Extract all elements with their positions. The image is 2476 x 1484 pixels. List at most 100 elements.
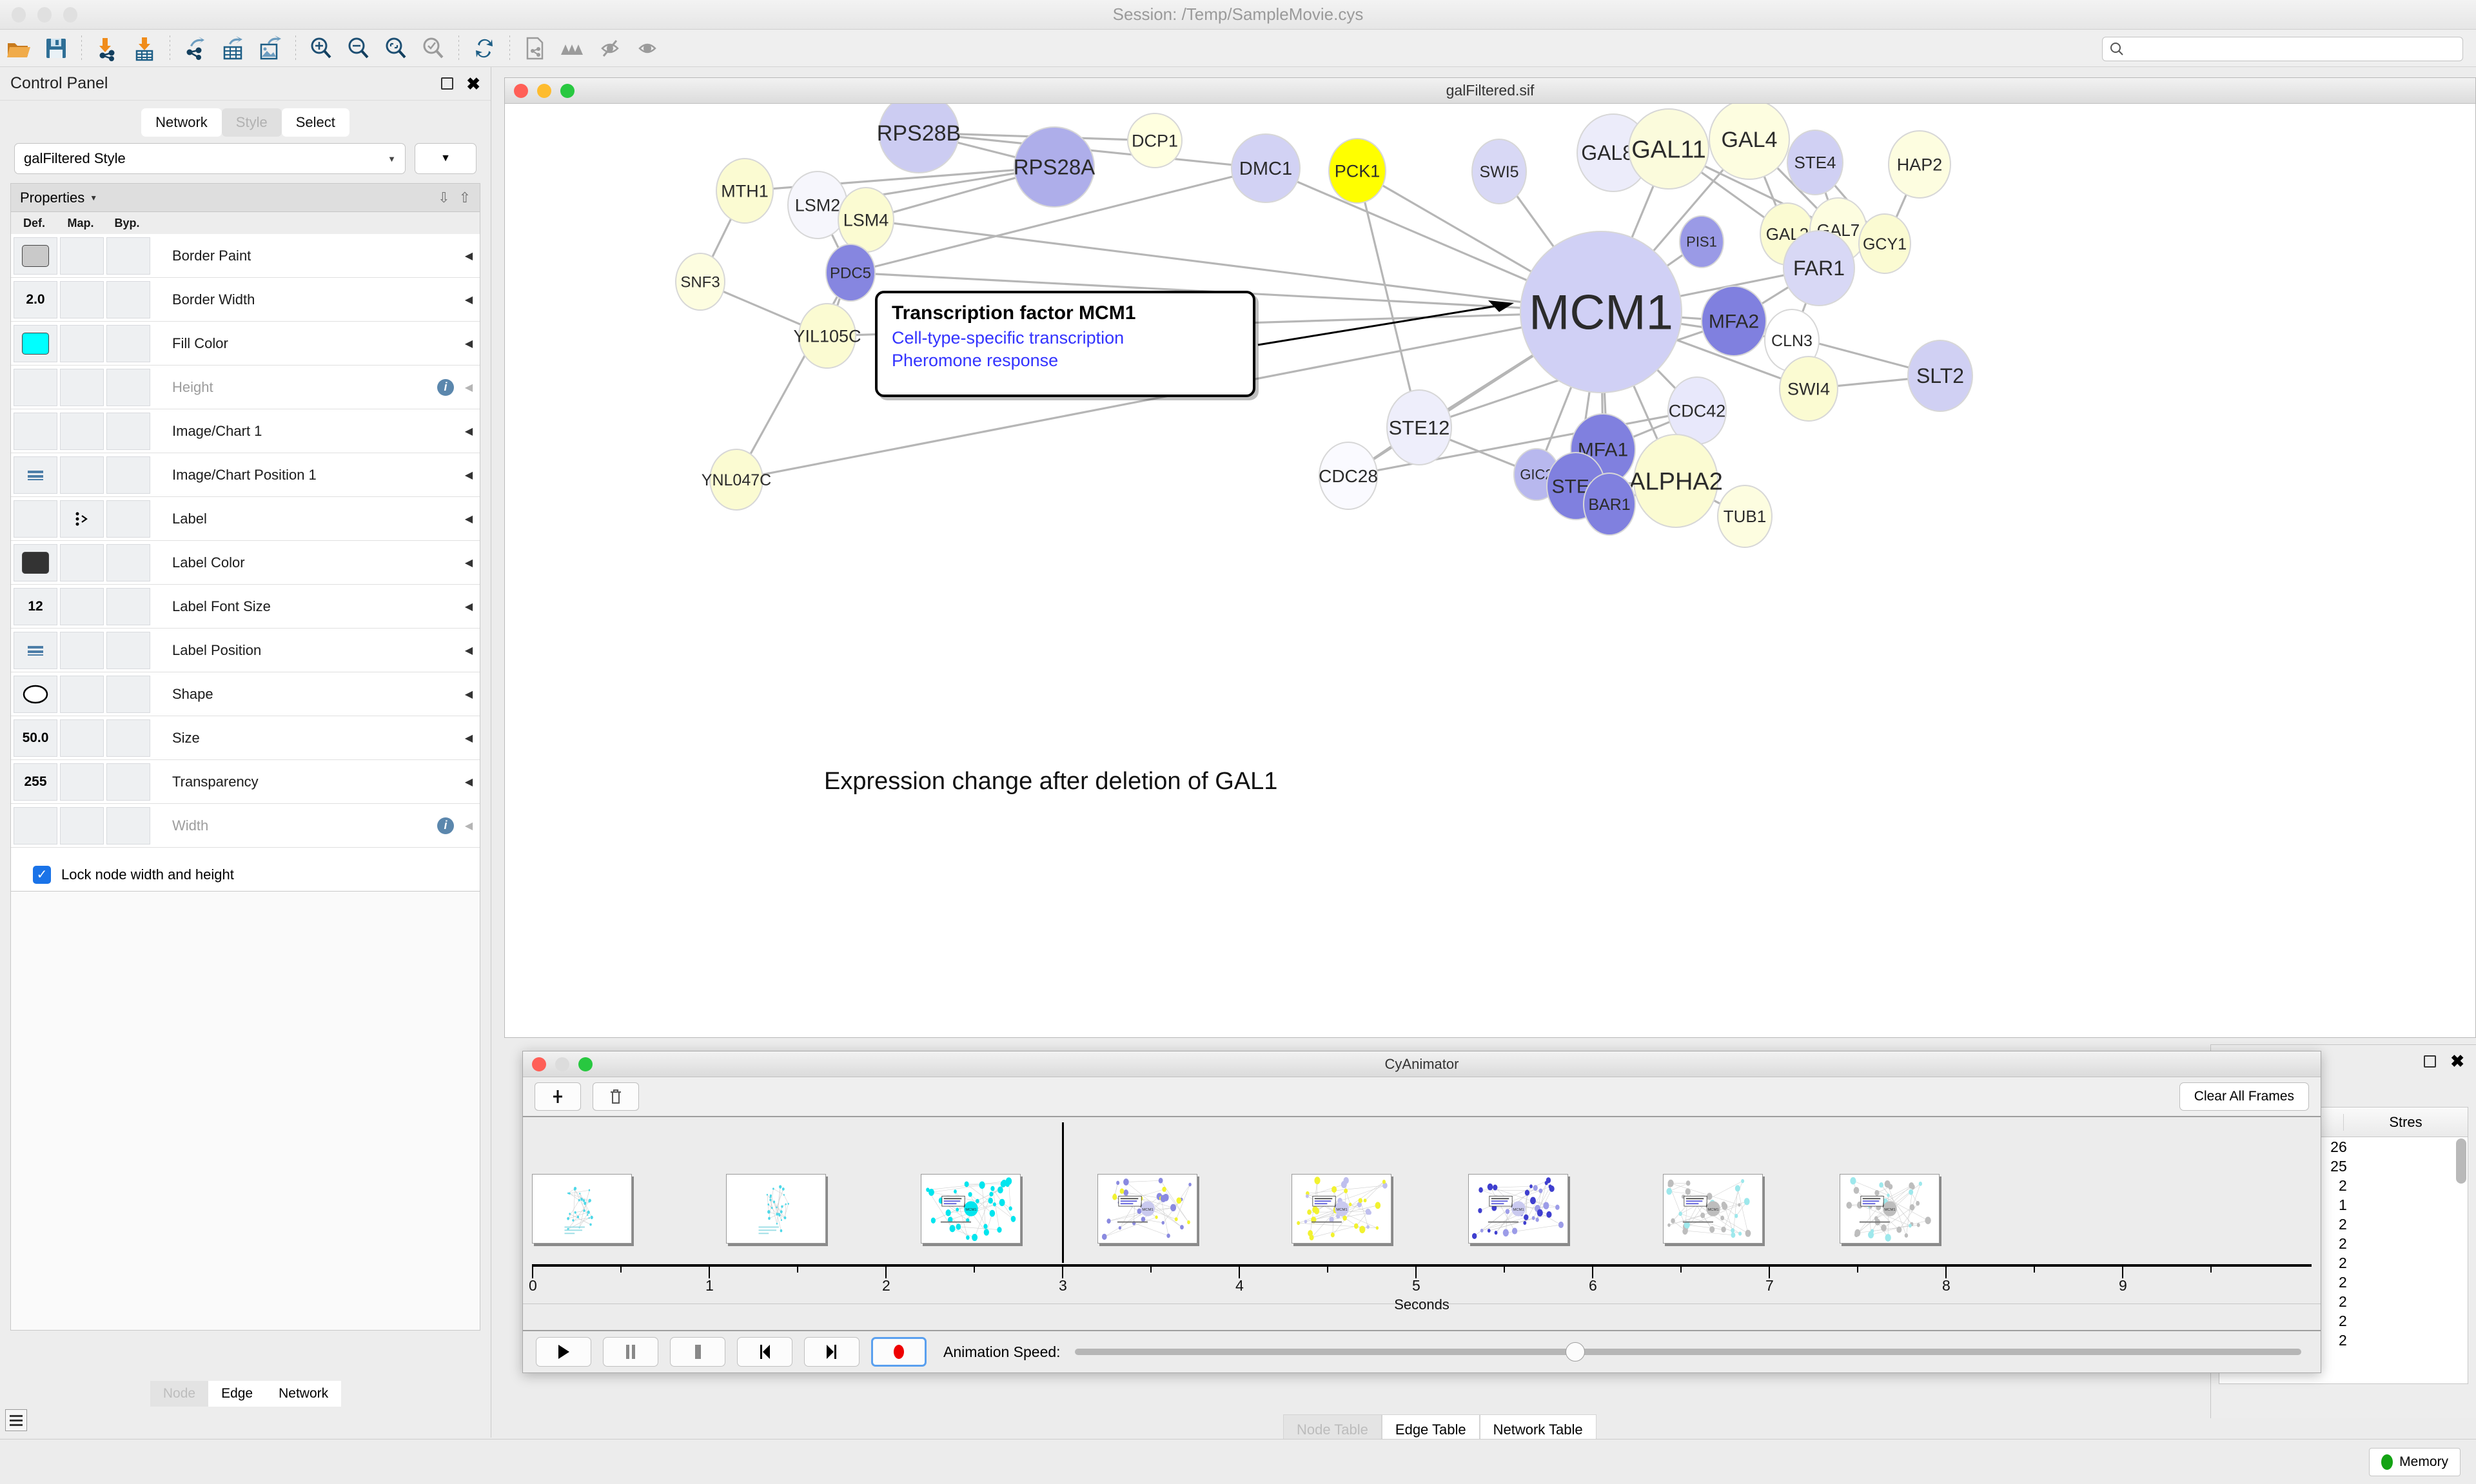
layout-icon[interactable]	[554, 32, 591, 65]
expand-arrow-icon[interactable]: ◀	[464, 513, 473, 525]
collapse-all-icon[interactable]: ⇧	[458, 189, 471, 206]
table-row[interactable]: 2	[2219, 1215, 2468, 1234]
animation-timeline[interactable]: MCM1 MCM1 MCM1 MCM1 MCM1 MCM1 0 1 2 3 4 5 6 7 8 9 Seco…	[523, 1117, 2321, 1313]
graph-node[interactable]: MTH1	[716, 158, 774, 224]
graph-edge[interactable]	[850, 167, 1266, 274]
minimize-window-dot[interactable]	[537, 83, 551, 98]
property-row[interactable]: Width i ◀	[11, 804, 480, 848]
maximize-window-dot[interactable]	[578, 1057, 593, 1071]
open-folder-icon[interactable]	[0, 32, 37, 65]
property-default-cell[interactable]	[14, 324, 57, 362]
import-table-icon[interactable]	[126, 32, 163, 65]
property-default-cell[interactable]: 255	[14, 763, 57, 801]
style-select[interactable]: galFiltered Style ▼	[14, 143, 406, 174]
table-scrollbar[interactable]	[2456, 1138, 2466, 1371]
property-bypass-cell[interactable]	[106, 675, 150, 713]
frame-thumbnail[interactable]: MCM1	[1662, 1174, 1763, 1244]
property-bypass-cell[interactable]	[106, 631, 150, 669]
save-icon[interactable]	[37, 32, 75, 65]
info-icon[interactable]: i	[437, 378, 454, 396]
prev-frame-button[interactable]	[737, 1337, 792, 1367]
property-mapping-cell[interactable]	[60, 806, 104, 845]
expand-arrow-icon[interactable]: ◀	[464, 645, 473, 656]
add-frame-button[interactable]	[535, 1082, 581, 1111]
panel-list-icon[interactable]	[5, 1409, 27, 1431]
property-bypass-cell[interactable]	[106, 763, 150, 801]
graph-node[interactable]: LSM4	[838, 187, 894, 253]
frame-thumbnail[interactable]: MCM1	[920, 1174, 1021, 1244]
stop-button[interactable]	[670, 1337, 725, 1367]
style-options-button[interactable]: ▼	[415, 143, 477, 174]
table-row[interactable]: 2	[2219, 1311, 2468, 1331]
frame-thumbnail[interactable]: MCM1	[1097, 1174, 1197, 1244]
property-default-cell[interactable]	[14, 237, 57, 275]
graph-node[interactable]: BAR1	[1583, 473, 1636, 536]
property-mapping-cell[interactable]	[60, 368, 104, 406]
pause-button[interactable]	[603, 1337, 658, 1367]
graph-node[interactable]: CLN3	[1764, 309, 1820, 372]
property-default-cell[interactable]: 12	[14, 587, 57, 625]
expand-arrow-icon[interactable]: ◀	[464, 601, 473, 612]
expand-arrow-icon[interactable]: ◀	[464, 469, 473, 481]
expand-arrow-icon[interactable]: ◀	[464, 250, 473, 262]
graph-node[interactable]: CDC28	[1319, 442, 1378, 510]
property-row[interactable]: Height i ◀	[11, 366, 480, 409]
graph-node[interactable]: YIL105C	[793, 303, 861, 369]
tab-edge[interactable]: Edge	[208, 1381, 266, 1407]
clear-all-frames-button[interactable]: Clear All Frames	[2179, 1082, 2309, 1111]
graph-edge[interactable]	[1356, 170, 1420, 428]
expand-arrow-icon[interactable]: ◀	[464, 732, 473, 744]
expand-arrow-icon[interactable]: ◀	[464, 382, 473, 393]
export-network-icon[interactable]	[177, 32, 214, 65]
table-row[interactable]: 25	[2219, 1157, 2468, 1176]
table-row[interactable]: 2	[2219, 1331, 2468, 1350]
property-default-cell[interactable]	[14, 543, 57, 581]
record-button[interactable]	[871, 1337, 927, 1367]
graph-node[interactable]: GAL11	[1628, 108, 1709, 190]
lock-checkbox[interactable]: ✓	[33, 865, 51, 884]
property-bypass-cell[interactable]	[106, 412, 150, 450]
property-bypass-cell[interactable]	[106, 587, 150, 625]
property-default-cell[interactable]: 2.0	[14, 280, 57, 318]
chevron-down-icon[interactable]: ▼	[90, 193, 98, 202]
export-table-icon[interactable]	[214, 32, 251, 65]
graph-node[interactable]: GCY1	[1858, 213, 1911, 274]
table-row[interactable]: 2	[2219, 1292, 2468, 1311]
graph-node[interactable]: LSM2	[787, 171, 848, 239]
table-row[interactable]: 26	[2219, 1137, 2468, 1157]
float-panel-icon[interactable]	[2424, 1055, 2437, 1068]
graph-edge[interactable]	[918, 132, 1266, 170]
property-mapping-cell[interactable]	[60, 719, 104, 757]
expand-arrow-icon[interactable]: ◀	[464, 338, 473, 349]
property-bypass-cell[interactable]	[106, 806, 150, 845]
graph-node[interactable]: SWI5	[1471, 139, 1527, 204]
property-row[interactable]: Image/Chart 1 ◀	[11, 409, 480, 453]
minimize-window-dot[interactable]	[555, 1057, 569, 1071]
table-row[interactable]: 2	[2219, 1253, 2468, 1273]
property-mapping-cell[interactable]	[60, 543, 104, 581]
show-icon[interactable]	[629, 32, 666, 65]
property-default-cell[interactable]	[14, 631, 57, 669]
frame-thumbnail[interactable]: MCM1	[1839, 1174, 1940, 1244]
graph-node[interactable]: SLT2	[1907, 340, 1973, 412]
property-default-cell[interactable]	[14, 500, 57, 538]
hide-icon[interactable]	[591, 32, 629, 65]
refresh-icon[interactable]	[466, 32, 503, 65]
property-default-cell[interactable]: 50.0	[14, 719, 57, 757]
zoom-out-icon[interactable]	[340, 32, 377, 65]
property-mapping-cell[interactable]	[60, 675, 104, 713]
property-mapping-cell[interactable]	[60, 237, 104, 275]
slider-knob[interactable]	[1565, 1342, 1585, 1362]
zoom-selected-icon[interactable]	[415, 32, 452, 65]
property-mapping-cell[interactable]	[60, 631, 104, 669]
graph-node[interactable]: MCM1	[1520, 231, 1682, 393]
property-default-cell[interactable]	[14, 456, 57, 494]
close-window-dot[interactable]	[532, 1057, 546, 1071]
expand-arrow-icon[interactable]: ◀	[464, 294, 473, 306]
graph-node[interactable]: YNL047C	[702, 449, 771, 511]
delete-frame-button[interactable]	[593, 1082, 639, 1111]
property-row[interactable]: Shape ◀	[11, 672, 480, 716]
property-mapping-cell[interactable]	[60, 500, 104, 538]
graph-node[interactable]: MFA2	[1701, 286, 1767, 356]
